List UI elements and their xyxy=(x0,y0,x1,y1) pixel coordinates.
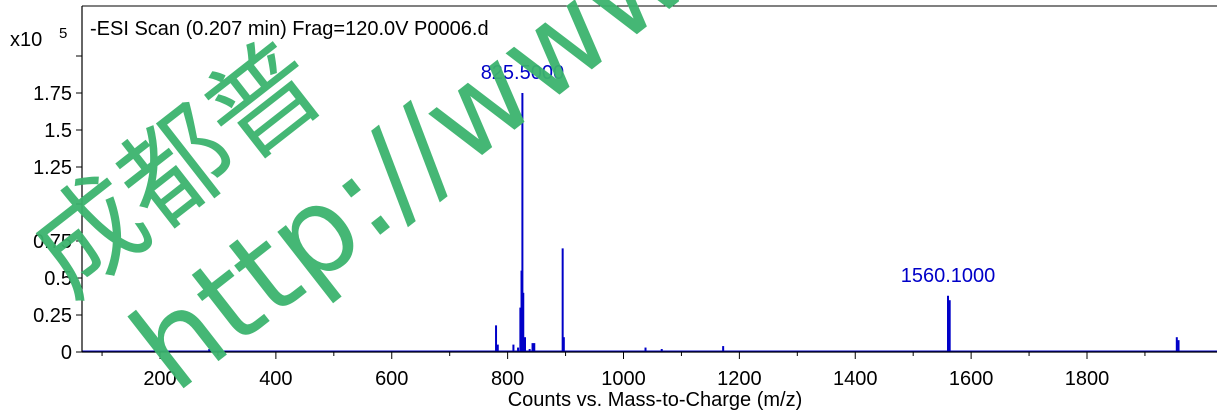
y-tick-label: 0.25 xyxy=(33,305,72,327)
y-tick-label: 0.75 xyxy=(33,231,72,253)
spectrum-peaks xyxy=(82,93,1217,352)
y-tick-label: 1.75 xyxy=(33,83,72,105)
chart-title: -ESI Scan (0.207 min) Frag=120.0V P0006.… xyxy=(90,18,489,40)
x-tick-label: 1600 xyxy=(949,368,994,390)
y-tick-label: 1.25 xyxy=(33,157,72,179)
x-tick-label: 1400 xyxy=(833,368,878,390)
x-tick-label: 1200 xyxy=(717,368,762,390)
y-tick-label: 1.5 xyxy=(44,120,72,142)
y-tick-label: 0.5 xyxy=(44,268,72,290)
x-tick-label: 600 xyxy=(375,368,408,390)
watermark: 成都普 http://www xyxy=(7,0,714,410)
y-exponent-label: 5 xyxy=(59,25,67,42)
y-multiplier-label: x10 xyxy=(10,29,42,51)
peak-label: 825.5000 xyxy=(481,62,564,84)
x-axis-title: Counts vs. Mass-to-Charge (m/z) xyxy=(508,389,803,410)
x-tick-label: 200 xyxy=(143,368,176,390)
y-tick-label: 0 xyxy=(61,342,72,364)
x-tick-label: 1800 xyxy=(1065,368,1110,390)
x-tick-label: 1000 xyxy=(601,368,646,390)
peak-labels: 825.5000 1560.1000 xyxy=(481,62,996,287)
peak-label: 1560.1000 xyxy=(901,265,996,287)
x-tick-label: 400 xyxy=(259,368,292,390)
axes: 200 400 600 800 1000 1200 1400 1600 1800 0 0.25 0.5… xyxy=(33,5,1217,390)
x-tick-label: 800 xyxy=(491,368,524,390)
